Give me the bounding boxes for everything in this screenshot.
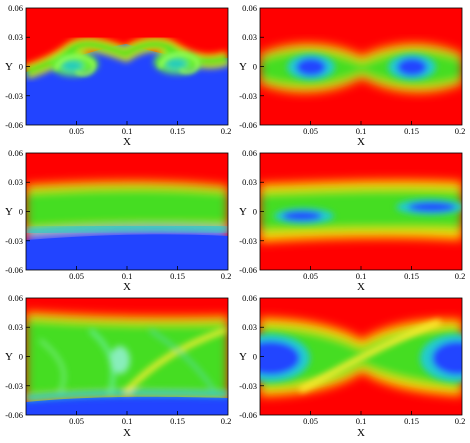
y-tick-label: 0.06 xyxy=(242,148,257,158)
heatmap-field xyxy=(260,298,462,415)
x-tick-label: 0.15 xyxy=(404,126,419,136)
y-tick-label: 0 xyxy=(253,207,257,217)
x-tick-label: 0.2 xyxy=(221,126,232,136)
y-tick-label: -0.06 xyxy=(239,120,257,130)
panel-bottom-left: 0.05 0.1 0.15 0.2 0.06 0.03 0 -0.03 -0.0… xyxy=(5,293,231,439)
y-tick-label: -0.06 xyxy=(5,120,23,130)
y-tick-label: -0.03 xyxy=(239,91,257,101)
heatmap-field xyxy=(26,298,228,415)
y-tick-label: 0 xyxy=(19,62,23,72)
y-tick-label: 0 xyxy=(19,352,23,362)
x-tick-label: 0.15 xyxy=(404,416,419,426)
x-tick-label: 0.05 xyxy=(303,126,318,136)
y-tick-label: 0.06 xyxy=(242,3,257,13)
x-tick-label: 0.1 xyxy=(356,271,367,281)
y-tick-label: 0 xyxy=(253,62,257,72)
x-tick-label: 0.15 xyxy=(170,416,185,426)
heatmap-field xyxy=(260,8,462,125)
x-tick-label: 0.05 xyxy=(69,416,84,426)
x-tick-label: 0.2 xyxy=(221,271,232,281)
x-axis-label: X xyxy=(123,281,131,293)
y-tick-label: 0.06 xyxy=(8,148,23,158)
y-tick-label: 0 xyxy=(19,207,23,217)
x-tick-label: 0.05 xyxy=(303,271,318,281)
x-tick-label: 0.05 xyxy=(303,416,318,426)
heatmap-field xyxy=(26,8,228,125)
panel-top-left: 0.05 0.1 0.15 0.2 0.06 0.03 0 -0.03 -0.0… xyxy=(5,3,231,148)
y-tick-label: 0.03 xyxy=(8,32,23,42)
panel-middle-left: 0.05 0.1 0.15 0.2 0.06 0.03 0 -0.03 -0.0… xyxy=(5,148,231,293)
y-axis-label: Y xyxy=(239,206,247,218)
y-tick-label: 0 xyxy=(253,352,257,362)
y-tick-label: -0.06 xyxy=(5,265,23,275)
heatmap-field xyxy=(26,153,228,270)
y-tick-label: 0.03 xyxy=(242,322,257,332)
panel-bottom-right: 0.05 0.1 0.15 0.2 0.06 0.03 0 -0.03 -0.0… xyxy=(239,293,466,439)
x-tick-label: 0.05 xyxy=(69,271,84,281)
y-axis-label: Y xyxy=(5,351,13,363)
x-tick-label: 0.2 xyxy=(455,271,466,281)
x-tick-label: 0.15 xyxy=(170,271,185,281)
panel-middle-right: 0.05 0.1 0.15 0.2 0.06 0.03 0 -0.03 -0.0… xyxy=(239,148,465,293)
x-axis-label: X xyxy=(123,427,131,439)
x-tick-label: 0.15 xyxy=(170,126,185,136)
x-tick-label: 0.15 xyxy=(404,271,419,281)
x-axis-label: X xyxy=(357,136,365,148)
x-tick-label: 0.1 xyxy=(122,126,133,136)
y-tick-label: -0.06 xyxy=(5,410,23,420)
x-tick-label: 0.05 xyxy=(69,126,84,136)
x-tick-label: 0.2 xyxy=(455,126,466,136)
x-tick-label: 0.2 xyxy=(221,416,232,426)
y-tick-label: -0.03 xyxy=(239,236,257,246)
panel-top-right: 0.05 0.1 0.15 0.2 0.06 0.03 0 -0.03 -0.0… xyxy=(239,3,465,148)
y-tick-label: 0.03 xyxy=(242,32,257,42)
y-axis-label: Y xyxy=(239,351,247,363)
x-tick-label: 0.1 xyxy=(356,416,367,426)
y-tick-label: -0.03 xyxy=(5,381,23,391)
y-tick-label: 0.06 xyxy=(242,293,257,303)
y-tick-label: -0.06 xyxy=(239,410,257,420)
y-tick-label: -0.03 xyxy=(5,236,23,246)
y-axis-label: Y xyxy=(239,61,247,73)
x-tick-label: 0.2 xyxy=(455,416,466,426)
y-axis-label: Y xyxy=(5,206,13,218)
x-tick-label: 0.1 xyxy=(122,416,133,426)
y-tick-label: 0.03 xyxy=(242,177,257,187)
y-axis-label: Y xyxy=(5,61,13,73)
x-axis-label: X xyxy=(357,427,365,439)
y-tick-label: 0.03 xyxy=(8,322,23,332)
x-tick-label: 0.1 xyxy=(122,271,133,281)
x-axis-label: X xyxy=(357,281,365,293)
y-tick-label: 0.03 xyxy=(8,177,23,187)
heatmap-field xyxy=(260,153,462,270)
x-tick-label: 0.1 xyxy=(356,126,367,136)
x-axis-label: X xyxy=(123,136,131,148)
y-tick-label: 0.06 xyxy=(8,3,23,13)
y-tick-label: -0.03 xyxy=(239,381,257,391)
y-tick-label: 0.06 xyxy=(8,293,23,303)
y-tick-label: -0.03 xyxy=(5,91,23,101)
y-tick-label: -0.06 xyxy=(239,265,257,275)
